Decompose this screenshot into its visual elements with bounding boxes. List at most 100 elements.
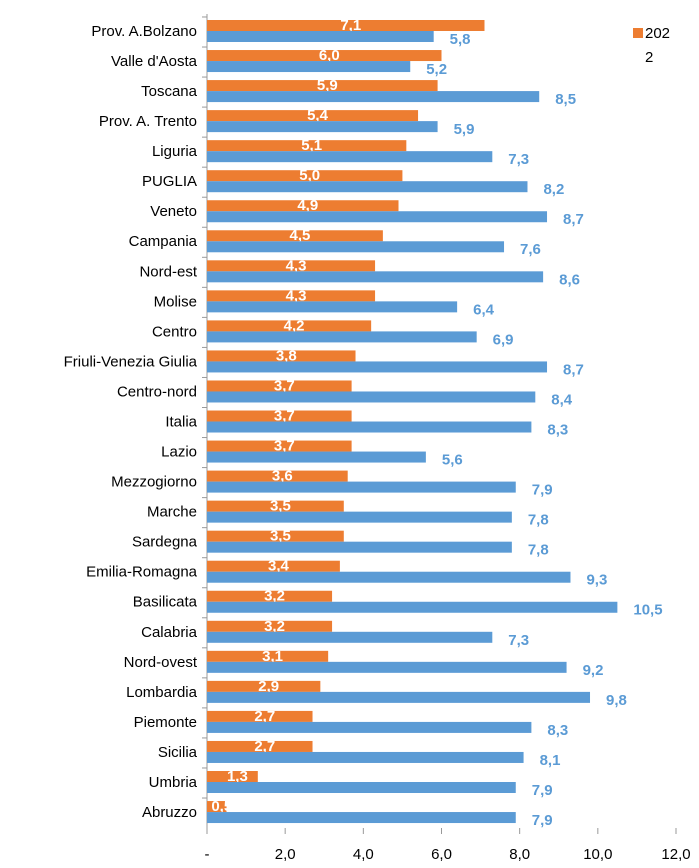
data-label: 0,5 [211, 798, 232, 815]
x-tick-label: 6,0 [431, 846, 452, 863]
bar [207, 801, 227, 813]
bar [207, 601, 618, 613]
x-tick-label: 2,0 [275, 846, 296, 863]
data-label: 5,0 [299, 167, 320, 184]
legend-swatch [633, 28, 643, 38]
data-label: 7,1 [340, 17, 361, 34]
y-tick-label: Centro-nord [117, 383, 197, 400]
data-label: 5,4 [307, 107, 329, 124]
bar [207, 50, 442, 62]
data-label: 6,0 [319, 47, 340, 64]
data-label: 8,1 [540, 752, 561, 769]
bar [207, 661, 567, 673]
data-label: 7,9 [532, 812, 553, 829]
data-label: 6,4 [473, 301, 495, 318]
bar [207, 481, 516, 493]
bar [207, 421, 532, 433]
data-label: 7,8 [528, 542, 549, 559]
data-label: 3,5 [270, 498, 291, 515]
data-label: 8,5 [555, 91, 576, 108]
data-label: 8,3 [547, 421, 568, 438]
y-tick-label: Lombardia [126, 684, 198, 701]
data-label: 6,9 [493, 331, 514, 348]
y-tick-label: Emilia-Romagna [86, 564, 198, 581]
bar [207, 721, 532, 733]
bar [207, 271, 544, 283]
data-label: 7,3 [508, 632, 529, 649]
y-tick-label: Prov. A. Trento [99, 113, 197, 130]
y-tick-label: Molise [154, 293, 197, 310]
y-tick-label: Marche [147, 504, 197, 521]
x-tick-label: 8,0 [509, 846, 530, 863]
bar [207, 320, 372, 332]
bar [207, 650, 329, 662]
bar [207, 631, 493, 643]
data-label: 3,4 [268, 558, 290, 575]
bar [207, 410, 352, 422]
data-label: 8,4 [551, 391, 573, 408]
legend-label: 2022 [645, 25, 671, 66]
data-label: 5,1 [301, 137, 322, 154]
bar [207, 211, 548, 223]
bar [207, 530, 344, 542]
data-label: 3,2 [264, 588, 285, 605]
bar [207, 812, 516, 824]
data-label: 3,1 [262, 648, 283, 665]
bar [207, 260, 376, 272]
data-label: 4,3 [286, 257, 307, 274]
data-label: 4,2 [284, 317, 305, 334]
data-label: 9,2 [583, 662, 604, 679]
data-label: 3,7 [274, 407, 295, 424]
y-tick-label: Prov. A.Bolzano [91, 23, 197, 40]
y-tick-label: Calabria [141, 624, 198, 641]
data-label: 5,6 [442, 452, 463, 469]
bar [207, 541, 512, 553]
y-tick-label: Campania [129, 233, 198, 250]
y-tick-label: PUGLIA [142, 173, 197, 190]
data-label: 8,3 [547, 722, 568, 739]
data-label: 4,3 [286, 287, 307, 304]
y-tick-label: Italia [165, 413, 197, 430]
data-label: 3,7 [274, 438, 295, 455]
y-tick-label: Toscana [141, 83, 198, 100]
data-label: 5,9 [317, 77, 338, 94]
data-label: 7,3 [508, 151, 529, 168]
bar [207, 571, 571, 583]
y-tick-label: Mezzogiorno [111, 474, 197, 491]
bar [207, 511, 512, 523]
bar [207, 230, 383, 242]
data-label: 1,3 [227, 768, 248, 785]
y-tick-label: Nord-est [139, 263, 197, 280]
bar [207, 361, 548, 373]
bar [207, 170, 403, 182]
data-label: 4,9 [297, 197, 318, 214]
y-tick-label: Centro [152, 323, 197, 340]
data-label: 4,5 [290, 227, 311, 244]
bar [207, 91, 540, 103]
data-label: 7,9 [532, 482, 553, 499]
data-label: 5,2 [426, 61, 447, 78]
bar [207, 331, 477, 343]
bar [207, 121, 438, 133]
data-label: 2,9 [258, 678, 279, 695]
bar [207, 301, 458, 313]
data-label: 3,8 [276, 347, 297, 364]
bar [207, 710, 313, 722]
data-label: 3,6 [272, 468, 293, 485]
data-label: 8,2 [543, 181, 564, 198]
y-tick-label: Sardegna [132, 534, 198, 551]
bar [207, 740, 313, 752]
bar [207, 771, 258, 782]
bar [207, 451, 426, 463]
y-tick-label: Liguria [152, 143, 198, 160]
y-tick-label: Valle d'Aosta [111, 53, 198, 70]
data-label: 7,9 [532, 782, 553, 799]
y-tick-label: Veneto [150, 203, 197, 220]
data-label: 9,3 [586, 572, 607, 589]
bar [207, 20, 485, 31]
data-label: 9,8 [606, 692, 627, 709]
y-tick-label: Piemonte [134, 714, 197, 731]
bar [207, 200, 399, 212]
y-tick-label: Umbria [149, 774, 198, 791]
